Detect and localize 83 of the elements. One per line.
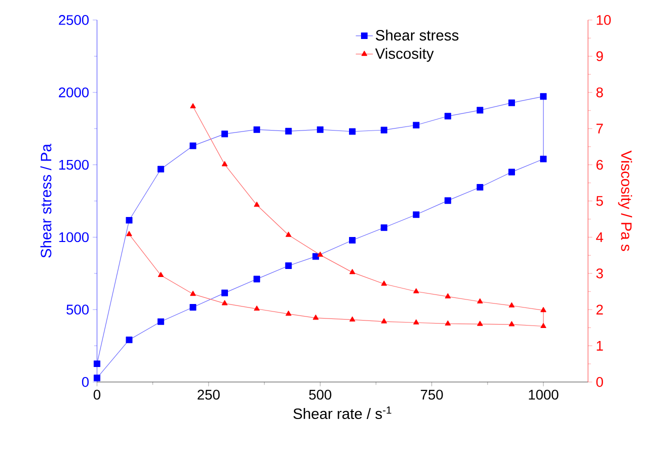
point bbox=[190, 290, 196, 296]
point bbox=[254, 276, 260, 282]
point bbox=[540, 322, 546, 328]
y-tick-label: 1500 bbox=[59, 160, 89, 170]
point bbox=[94, 360, 100, 368]
point bbox=[444, 112, 452, 120]
y-tick-label: 0 bbox=[82, 377, 89, 387]
y2-tick-label: 4 bbox=[596, 232, 604, 242]
y2-tick-label: 10 bbox=[596, 15, 611, 25]
point bbox=[221, 130, 228, 138]
point bbox=[126, 336, 132, 344]
point bbox=[349, 269, 356, 274]
point bbox=[476, 106, 484, 114]
point bbox=[317, 252, 324, 257]
y2-tick-label: 7 bbox=[596, 124, 603, 134]
point bbox=[312, 314, 319, 320]
x-tick-label: 250 bbox=[198, 390, 220, 400]
y2-axis-title: Viscosity / Pa s bbox=[618, 150, 632, 251]
point bbox=[412, 211, 420, 218]
point bbox=[254, 126, 260, 133]
point bbox=[221, 290, 228, 296]
point bbox=[126, 216, 132, 224]
point bbox=[158, 318, 164, 325]
point bbox=[349, 236, 356, 244]
point bbox=[190, 142, 196, 150]
point bbox=[285, 128, 292, 134]
point bbox=[222, 161, 228, 166]
point bbox=[312, 253, 320, 260]
point bbox=[508, 321, 515, 326]
point bbox=[444, 197, 452, 204]
y2-tick-label: 5 bbox=[596, 196, 603, 206]
point bbox=[476, 184, 484, 191]
point bbox=[126, 231, 132, 236]
y2-tick-label: 1 bbox=[596, 341, 603, 351]
y-tick-label: 1000 bbox=[59, 232, 89, 242]
y2-tick-label: 8 bbox=[596, 87, 603, 98]
point bbox=[381, 280, 387, 286]
point bbox=[286, 232, 292, 237]
point bbox=[540, 307, 546, 312]
point bbox=[381, 318, 387, 324]
point bbox=[413, 319, 420, 324]
point bbox=[477, 320, 483, 326]
point bbox=[508, 100, 515, 106]
y2-tick-label: 2 bbox=[596, 304, 603, 314]
point bbox=[380, 224, 388, 231]
point bbox=[349, 316, 356, 322]
point bbox=[158, 272, 164, 278]
y-tick-label: 2000 bbox=[58, 87, 89, 98]
point bbox=[380, 126, 388, 134]
point bbox=[540, 156, 547, 162]
y2-tick-label: 6 bbox=[596, 160, 603, 170]
point bbox=[158, 166, 164, 172]
point bbox=[190, 304, 196, 311]
point bbox=[444, 293, 451, 298]
point bbox=[540, 93, 547, 100]
x-axis-title: Shear rate / s$^{-1}$ bbox=[293, 406, 392, 420]
legend-label: Viscosity bbox=[375, 48, 434, 62]
point bbox=[412, 122, 420, 128]
point bbox=[285, 262, 292, 270]
point bbox=[94, 374, 100, 382]
x-tick-label: 500 bbox=[309, 390, 332, 400]
point bbox=[349, 128, 356, 135]
y2-tick-label: 0 bbox=[596, 377, 603, 387]
point bbox=[508, 302, 515, 308]
x-tick-label: 1000 bbox=[528, 390, 558, 400]
legend-label: Shear stress bbox=[376, 30, 458, 41]
point bbox=[286, 310, 292, 316]
y2-tick-label: 3 bbox=[596, 268, 603, 278]
point bbox=[222, 300, 228, 306]
y-tick-label: 500 bbox=[66, 304, 89, 315]
x-tick-label: 0 bbox=[94, 390, 100, 400]
y2-tick-label: 9 bbox=[596, 51, 603, 62]
point bbox=[413, 288, 420, 294]
x-tick-label: 750 bbox=[420, 390, 443, 400]
point bbox=[254, 306, 260, 311]
point bbox=[254, 202, 260, 207]
point bbox=[444, 320, 451, 326]
point bbox=[508, 168, 515, 176]
point bbox=[477, 298, 483, 304]
y-tick-label: 2500 bbox=[58, 15, 89, 25]
y-axis-title: Shear stress / Pa bbox=[40, 144, 52, 258]
point bbox=[190, 103, 196, 108]
point bbox=[316, 126, 324, 133]
